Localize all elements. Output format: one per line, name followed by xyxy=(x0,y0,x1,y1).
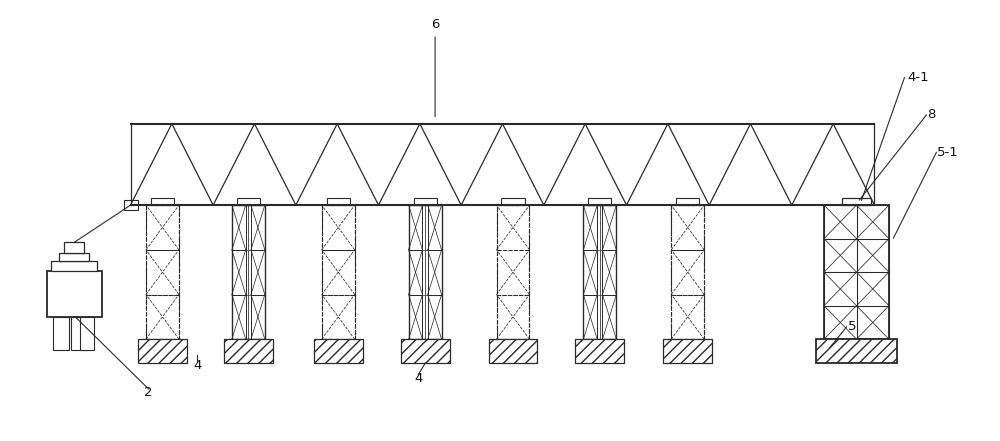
Polygon shape xyxy=(401,339,450,363)
Text: 4: 4 xyxy=(193,359,202,372)
Bar xyxy=(409,205,442,339)
Text: 6: 6 xyxy=(431,19,439,116)
Bar xyxy=(146,205,179,339)
Bar xyxy=(322,205,355,339)
Bar xyxy=(80,317,94,350)
Polygon shape xyxy=(314,339,363,363)
Bar xyxy=(53,317,69,350)
Bar xyxy=(501,198,525,205)
Bar xyxy=(71,317,87,350)
Text: 4: 4 xyxy=(414,372,422,385)
Bar xyxy=(47,271,102,317)
Bar xyxy=(824,205,889,339)
Bar xyxy=(124,200,138,210)
Polygon shape xyxy=(138,339,187,363)
Bar xyxy=(151,198,174,205)
Bar xyxy=(59,254,89,262)
Bar xyxy=(497,205,529,339)
Bar xyxy=(676,198,699,205)
Text: 5-1: 5-1 xyxy=(937,146,959,159)
Text: 4-1: 4-1 xyxy=(907,71,929,84)
Bar xyxy=(588,198,611,205)
Bar xyxy=(671,205,704,339)
Bar xyxy=(51,262,97,271)
Bar xyxy=(237,198,260,205)
Bar xyxy=(583,205,616,339)
Polygon shape xyxy=(663,339,712,363)
Bar xyxy=(232,205,265,339)
Polygon shape xyxy=(816,339,897,363)
Polygon shape xyxy=(489,339,537,363)
Text: 8: 8 xyxy=(927,108,936,121)
Bar xyxy=(327,198,350,205)
Bar xyxy=(64,243,84,254)
Bar xyxy=(414,198,437,205)
Bar xyxy=(842,198,871,205)
Polygon shape xyxy=(224,339,273,363)
Polygon shape xyxy=(575,339,624,363)
Text: 2: 2 xyxy=(144,386,153,400)
Text: 5: 5 xyxy=(848,320,856,333)
